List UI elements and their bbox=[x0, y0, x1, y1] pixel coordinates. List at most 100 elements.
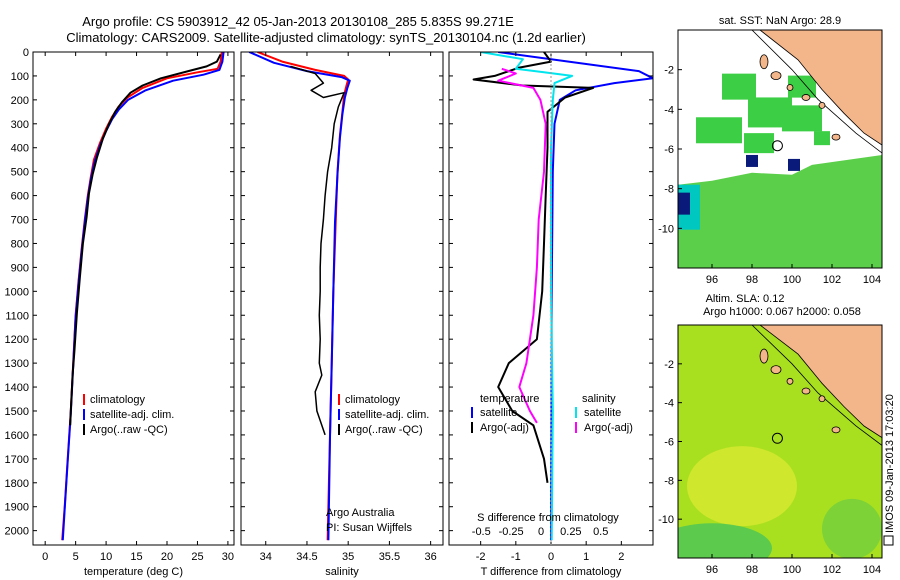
salinity-legend-label: Argo(..raw -QC) bbox=[345, 424, 423, 436]
depth-tick-label: 1400 bbox=[5, 382, 29, 394]
sla-map-title: Altim. SLA: 0.12 bbox=[706, 293, 785, 305]
sst-cold-patch bbox=[678, 192, 690, 215]
sst_map-ytick-label: -10 bbox=[658, 223, 674, 235]
difference-panel: -2 -1 0 1 2 T difference from climatology -0.5… bbox=[448, 51, 654, 578]
sst_map-xtick-label: 100 bbox=[783, 274, 801, 286]
salinity-diff-tick-label: 0.5 bbox=[593, 526, 608, 538]
sst_map-xtick-label: 98 bbox=[746, 274, 758, 286]
difference-xtick-label: 2 bbox=[618, 551, 624, 563]
depth-tick-label: 600 bbox=[11, 191, 29, 203]
sst-swath-patch bbox=[696, 117, 742, 144]
depth-tick-label: 400 bbox=[11, 143, 29, 155]
temperature-panel: 0 5 10 15 20 25 30 temperature (deg C) 0 100 200 30… bbox=[5, 47, 235, 578]
credit-pi: PI: Susan Wijffels bbox=[326, 522, 412, 534]
salinity-legend-label: satellite-adj. clim. bbox=[345, 409, 429, 421]
depth-tick-label: 1100 bbox=[5, 310, 29, 322]
temperature-frame bbox=[32, 51, 235, 546]
sst_map-island bbox=[818, 101, 826, 109]
temperature-legend-label: Argo(..raw -QC) bbox=[90, 424, 168, 436]
sst-swath-patch bbox=[788, 75, 816, 98]
depth-tick-label: 500 bbox=[11, 167, 29, 179]
difference-legend-label: satellite bbox=[584, 407, 621, 419]
salinity-diff-axis-label: S difference from climatology bbox=[477, 512, 619, 524]
depth-tick-label: 1900 bbox=[5, 502, 29, 514]
depth-tick-label: 900 bbox=[11, 262, 29, 274]
sst_map-shelf-contour bbox=[751, 30, 882, 154]
sst-map-panel: 96 98 100 102 104 -2 -4 -6 -8 -10 sat. SST: NaN Ar… bbox=[658, 15, 883, 286]
depth-tick-label: 2000 bbox=[5, 526, 29, 538]
depth-tick-label: 1200 bbox=[5, 334, 29, 346]
depth-tick-label: 1300 bbox=[5, 358, 29, 370]
difference-xtick-label: -2 bbox=[476, 551, 486, 563]
depth-tick-label: 0 bbox=[23, 47, 29, 59]
difference-xtick-label: 0 bbox=[548, 551, 554, 563]
sla_map-ytick-label: -2 bbox=[664, 359, 674, 371]
sst-cold-cell bbox=[746, 154, 758, 167]
salinity-xtick-label: 34.5 bbox=[296, 551, 317, 563]
imos-stamp: IMOS 09-Jan-2013 17:03:20 bbox=[883, 394, 896, 546]
difference-series-s-argo-adj- bbox=[497, 67, 547, 424]
sla_map-island bbox=[786, 377, 794, 385]
depth-tick-label: 1500 bbox=[5, 406, 29, 418]
difference-legend-label: satellite bbox=[480, 407, 517, 419]
sst_map-ytick-label: -6 bbox=[664, 144, 674, 156]
sla_map-field bbox=[678, 325, 882, 558]
salinity-diff-tick-label: 0 bbox=[538, 526, 544, 538]
depth-tick-label: 800 bbox=[11, 238, 29, 250]
temperature-series-climatology bbox=[61, 52, 223, 541]
sst_map-island bbox=[770, 71, 782, 81]
sla_map-xtick-label: 98 bbox=[746, 564, 758, 576]
temperature-xtick-label: 25 bbox=[191, 551, 203, 563]
depth-tick-label: 1000 bbox=[5, 286, 29, 298]
sst_map-ytick-label: -8 bbox=[664, 184, 674, 196]
salinity-series-satellite-adj-clim- bbox=[248, 52, 351, 541]
depth-tick-label: 300 bbox=[11, 119, 29, 131]
sla_map-ytick-label: -8 bbox=[664, 475, 674, 487]
salinity-xtick-label: 35.5 bbox=[379, 551, 400, 563]
difference-xtick-label: -1 bbox=[511, 551, 521, 563]
sla_map-xtick-label: 102 bbox=[823, 564, 841, 576]
temperature-xtick-label: 5 bbox=[73, 551, 79, 563]
sla-low-anomaly bbox=[678, 523, 772, 558]
sst-swath-patch bbox=[744, 133, 774, 154]
legend-title-salinity: salinity bbox=[582, 393, 616, 405]
sla_map-island bbox=[759, 348, 769, 364]
temperature-xtick-label: 15 bbox=[130, 551, 142, 563]
salinity-diff-tick-label: 0.25 bbox=[560, 526, 581, 538]
depth-tick-label: 1800 bbox=[5, 478, 29, 490]
sst_map-island bbox=[786, 84, 794, 91]
temperature-legend-label: climatology bbox=[90, 394, 146, 406]
depth-tick-label: 700 bbox=[11, 215, 29, 227]
sla-high-anomaly bbox=[687, 446, 797, 527]
salinity-xtick-label: 34 bbox=[260, 551, 272, 563]
sst-southern-field bbox=[678, 154, 882, 268]
sla_map-island bbox=[818, 395, 826, 403]
salinity-frame bbox=[240, 51, 444, 546]
credit-argo-australia: Argo Australia bbox=[326, 507, 395, 519]
sla_map-ytick-label: -6 bbox=[664, 437, 674, 449]
temperature-xtick-label: 30 bbox=[222, 551, 234, 563]
imos-timestamp: IMOS 09-Jan-2013 17:03:20 bbox=[884, 394, 896, 533]
difference-series-t-satellite bbox=[498, 52, 653, 541]
salinity-xlabel: salinity bbox=[325, 566, 359, 578]
salinity-series-argo-raw-qc- bbox=[290, 65, 345, 436]
salinity-series-group bbox=[248, 52, 351, 541]
sst_map-field bbox=[678, 30, 882, 268]
sla_map-argo-position-marker bbox=[771, 432, 783, 444]
difference-series-t-argo-adj- bbox=[472, 52, 595, 483]
salinity-xtick-label: 35 bbox=[342, 551, 354, 563]
sst_map-ytick-label: -2 bbox=[664, 65, 674, 77]
figure-title-line1: Argo profile: CS 5903912_42 05-Jan-2013 … bbox=[82, 14, 514, 29]
temperature-series-group bbox=[61, 52, 225, 541]
sla_map-sumatra-land bbox=[759, 325, 882, 439]
difference-series-group bbox=[472, 52, 653, 541]
temperature-xtick-label: 20 bbox=[161, 551, 173, 563]
sla_map-shelf-contour bbox=[751, 325, 882, 446]
sst-swath-patch bbox=[782, 105, 822, 132]
sla-map-panel: 96 98 100 102 104 -2 -4 -6 -8 -10 Altim. SLA: 0.12… bbox=[658, 293, 883, 576]
sst_map-argo-position-marker bbox=[771, 140, 783, 152]
sla-low-anomaly bbox=[822, 498, 882, 558]
sst_map-xtick-label: 96 bbox=[706, 274, 718, 286]
sla_map-island bbox=[770, 365, 782, 375]
